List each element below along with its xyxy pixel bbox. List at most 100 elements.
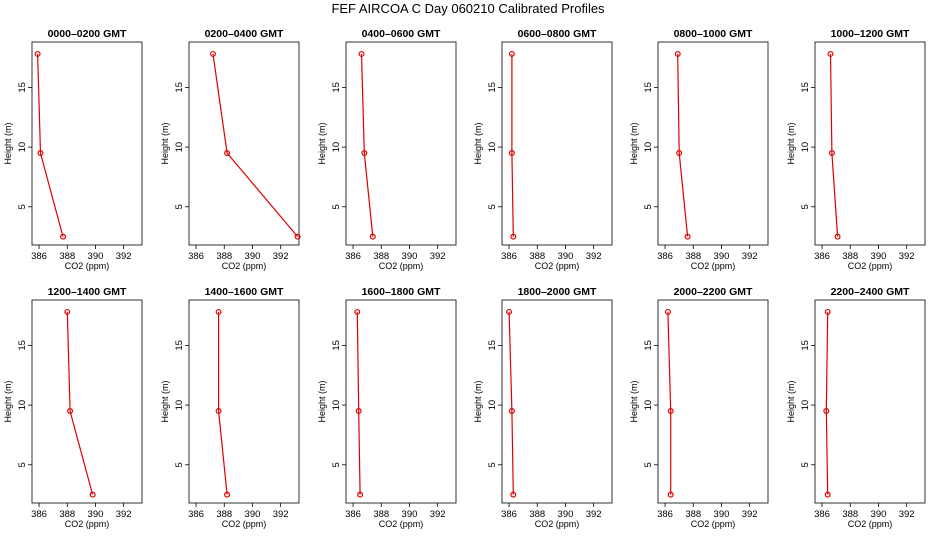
- y-axis-label: Height (m): [786, 122, 796, 164]
- plot-frame: [188, 299, 300, 504]
- y-tick-label: 5: [800, 462, 811, 467]
- x-tick-label: 392: [899, 509, 915, 520]
- x-tick-label: 390: [245, 509, 261, 520]
- co2-data-point: [34, 50, 41, 57]
- co2-profile-line: [360, 53, 374, 237]
- x-axis-label: CO2 (ppm): [691, 261, 736, 271]
- profile-panel: 0000–0200 GMT 386 388 390 392 5 10 15 CO2 (ppm) H…: [3, 28, 143, 271]
- x-tick-label: 386: [501, 251, 517, 262]
- panel-title: 1400–1600 GMT: [205, 286, 284, 298]
- x-axis-label: CO2 (ppm): [65, 519, 110, 529]
- panel-title: 0600–0800 GMT: [518, 28, 597, 40]
- profile-panel: 1800–2000 GMT 386 388 390 392 5 10 15 CO2 (ppm) H…: [473, 286, 613, 529]
- co2-data-point: [824, 491, 831, 498]
- x-tick-label: 386: [188, 251, 204, 262]
- co2-data-point: [215, 308, 222, 315]
- x-tick-label: 386: [345, 509, 361, 520]
- co2-profile-line: [218, 311, 228, 495]
- plot-frame: [657, 41, 769, 246]
- x-tick-label: 388: [685, 509, 701, 520]
- co2-data-point: [508, 150, 515, 157]
- x-tick-label: 388: [529, 509, 545, 520]
- x-tick-label: 386: [31, 251, 47, 262]
- co2-data-point: [834, 233, 841, 240]
- panel-title: 1600–1800 GMT: [362, 286, 441, 298]
- y-axis-label: Height (m): [317, 380, 327, 422]
- y-axis-label: Height (m): [160, 122, 170, 164]
- x-tick-label: 388: [685, 251, 701, 262]
- x-tick-label: 390: [88, 509, 104, 520]
- y-tick-label: 15: [331, 82, 342, 93]
- panel-title: 2000–2200 GMT: [674, 286, 753, 298]
- co2-profile-line: [356, 311, 361, 495]
- co2-data-point: [508, 50, 515, 57]
- y-tick-label: 15: [17, 82, 28, 93]
- x-tick-label: 388: [59, 509, 75, 520]
- co2-data-point: [510, 491, 517, 498]
- x-tick-label: 388: [373, 251, 389, 262]
- x-tick-label: 386: [188, 509, 204, 520]
- y-tick-label: 5: [643, 462, 654, 467]
- x-tick-label: 392: [742, 251, 758, 262]
- y-axis-label: Height (m): [317, 122, 327, 164]
- y-tick-label: 10: [800, 142, 811, 153]
- y-tick-label: 5: [487, 462, 498, 467]
- co2-data-point: [667, 491, 674, 498]
- profile-panel: 0600–0800 GMT 386 388 390 392 5 10 15 CO2 (ppm) H…: [473, 28, 613, 271]
- co2-data-point: [510, 233, 517, 240]
- y-axis-label: Height (m): [629, 122, 639, 164]
- co2-data-point: [667, 408, 674, 415]
- y-tick-label: 15: [643, 82, 654, 93]
- panel-title: 1000–1200 GMT: [831, 28, 910, 40]
- co2-data-point: [506, 308, 513, 315]
- plot-frame: [31, 41, 143, 246]
- plot-frame: [501, 299, 613, 504]
- y-tick-label: 10: [17, 142, 28, 153]
- y-tick-label: 5: [17, 204, 28, 209]
- x-tick-label: 390: [558, 509, 574, 520]
- co2-data-point: [358, 50, 365, 57]
- figure-title: FEF AIRCOA C Day 060210 Calibrated Profi…: [331, 1, 605, 16]
- y-tick-label: 10: [643, 400, 654, 411]
- y-tick-label: 10: [331, 400, 342, 411]
- x-tick-label: 392: [586, 509, 602, 520]
- y-tick-label: 10: [487, 400, 498, 411]
- y-tick-label: 5: [643, 204, 654, 209]
- x-tick-label: 386: [345, 251, 361, 262]
- x-tick-label: 392: [116, 251, 132, 262]
- plot-frame: [188, 41, 300, 246]
- co2-profile-line: [677, 53, 689, 237]
- panels-grid: 0000–0200 GMT 386 388 390 392 5 10 15 CO2 (ppm) H…: [3, 28, 926, 529]
- plot-frame: [345, 299, 457, 504]
- y-tick-label: 10: [174, 142, 185, 153]
- x-tick-label: 386: [814, 251, 830, 262]
- x-tick-label: 392: [742, 509, 758, 520]
- x-tick-label: 386: [31, 509, 47, 520]
- x-tick-label: 390: [402, 509, 418, 520]
- x-tick-label: 390: [714, 251, 730, 262]
- co2-data-point: [64, 308, 71, 315]
- co2-data-point: [37, 150, 44, 157]
- y-tick-label: 15: [17, 340, 28, 351]
- x-tick-label: 392: [899, 251, 915, 262]
- y-tick-label: 15: [643, 340, 654, 351]
- panel-title: 0000–0200 GMT: [48, 28, 127, 40]
- co2-profile-line: [212, 53, 299, 237]
- profile-panel: 1000–1200 GMT 386 388 390 392 5 10 15 CO2 (ppm) H…: [786, 28, 926, 271]
- x-tick-label: 390: [871, 509, 887, 520]
- x-tick-label: 388: [216, 251, 232, 262]
- y-tick-label: 10: [487, 142, 498, 153]
- co2-data-point: [824, 308, 831, 315]
- y-tick-label: 15: [487, 340, 498, 351]
- x-tick-label: 388: [373, 509, 389, 520]
- co2-data-point: [60, 233, 67, 240]
- x-tick-label: 388: [59, 251, 75, 262]
- y-tick-label: 15: [487, 82, 498, 93]
- co2-profile-line: [508, 311, 514, 495]
- y-tick-label: 15: [174, 82, 185, 93]
- x-axis-label: CO2 (ppm): [222, 261, 267, 271]
- x-axis-label: CO2 (ppm): [535, 261, 580, 271]
- y-tick-label: 5: [174, 204, 185, 209]
- profile-panel: 1600–1800 GMT 386 388 390 392 5 10 15 CO2 (ppm) H…: [317, 286, 457, 529]
